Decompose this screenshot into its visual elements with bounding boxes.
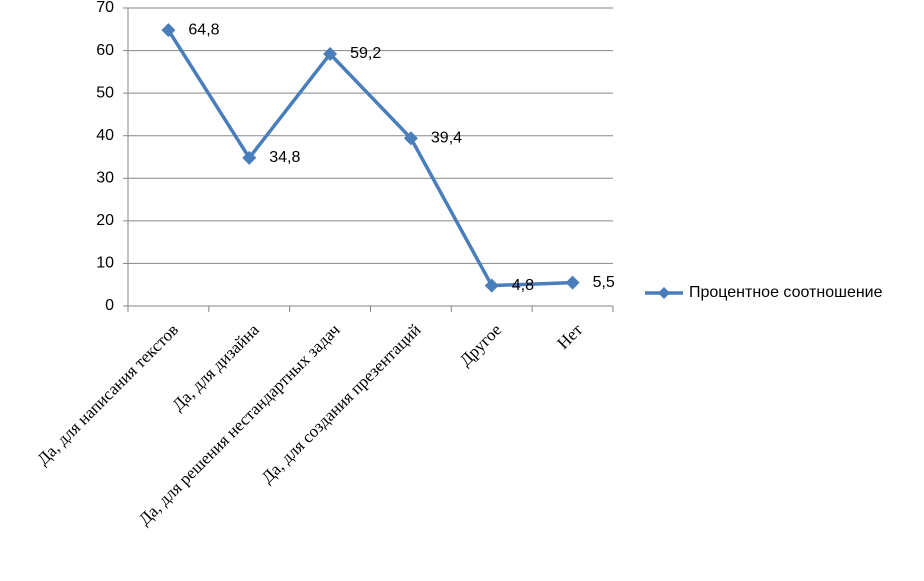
data-label: 5,5 [593, 274, 615, 291]
marker [565, 275, 580, 290]
x-tick-label: Да, для создания презентаций [258, 320, 425, 487]
legend-marker [658, 287, 670, 299]
y-tick-label: 0 [105, 297, 114, 314]
series-line [166, 29, 573, 288]
x-tick-label: Другое [456, 320, 506, 370]
x-tick-label: Нет [553, 320, 586, 353]
y-tick-label: 50 [96, 84, 114, 101]
data-label: 64,8 [188, 21, 219, 38]
data-label: 59,2 [350, 45, 381, 62]
y-tick-label: 20 [96, 212, 114, 229]
marker [323, 46, 338, 61]
legend-label: Процентное соотношение [689, 284, 883, 301]
y-tick-label: 30 [96, 170, 114, 187]
y-tick-label: 60 [96, 42, 114, 59]
marker [484, 278, 499, 293]
data-label: 34,8 [269, 149, 300, 166]
data-label: 4,8 [512, 277, 534, 294]
data-label: 39,4 [431, 129, 462, 146]
y-tick-label: 40 [96, 127, 114, 144]
marker [403, 131, 418, 146]
x-tick-label: Да, для написания текстов [33, 320, 182, 469]
marker [242, 150, 257, 165]
y-tick-label: 70 [96, 0, 114, 16]
marker [161, 23, 176, 38]
y-tick-label: 10 [96, 255, 114, 272]
